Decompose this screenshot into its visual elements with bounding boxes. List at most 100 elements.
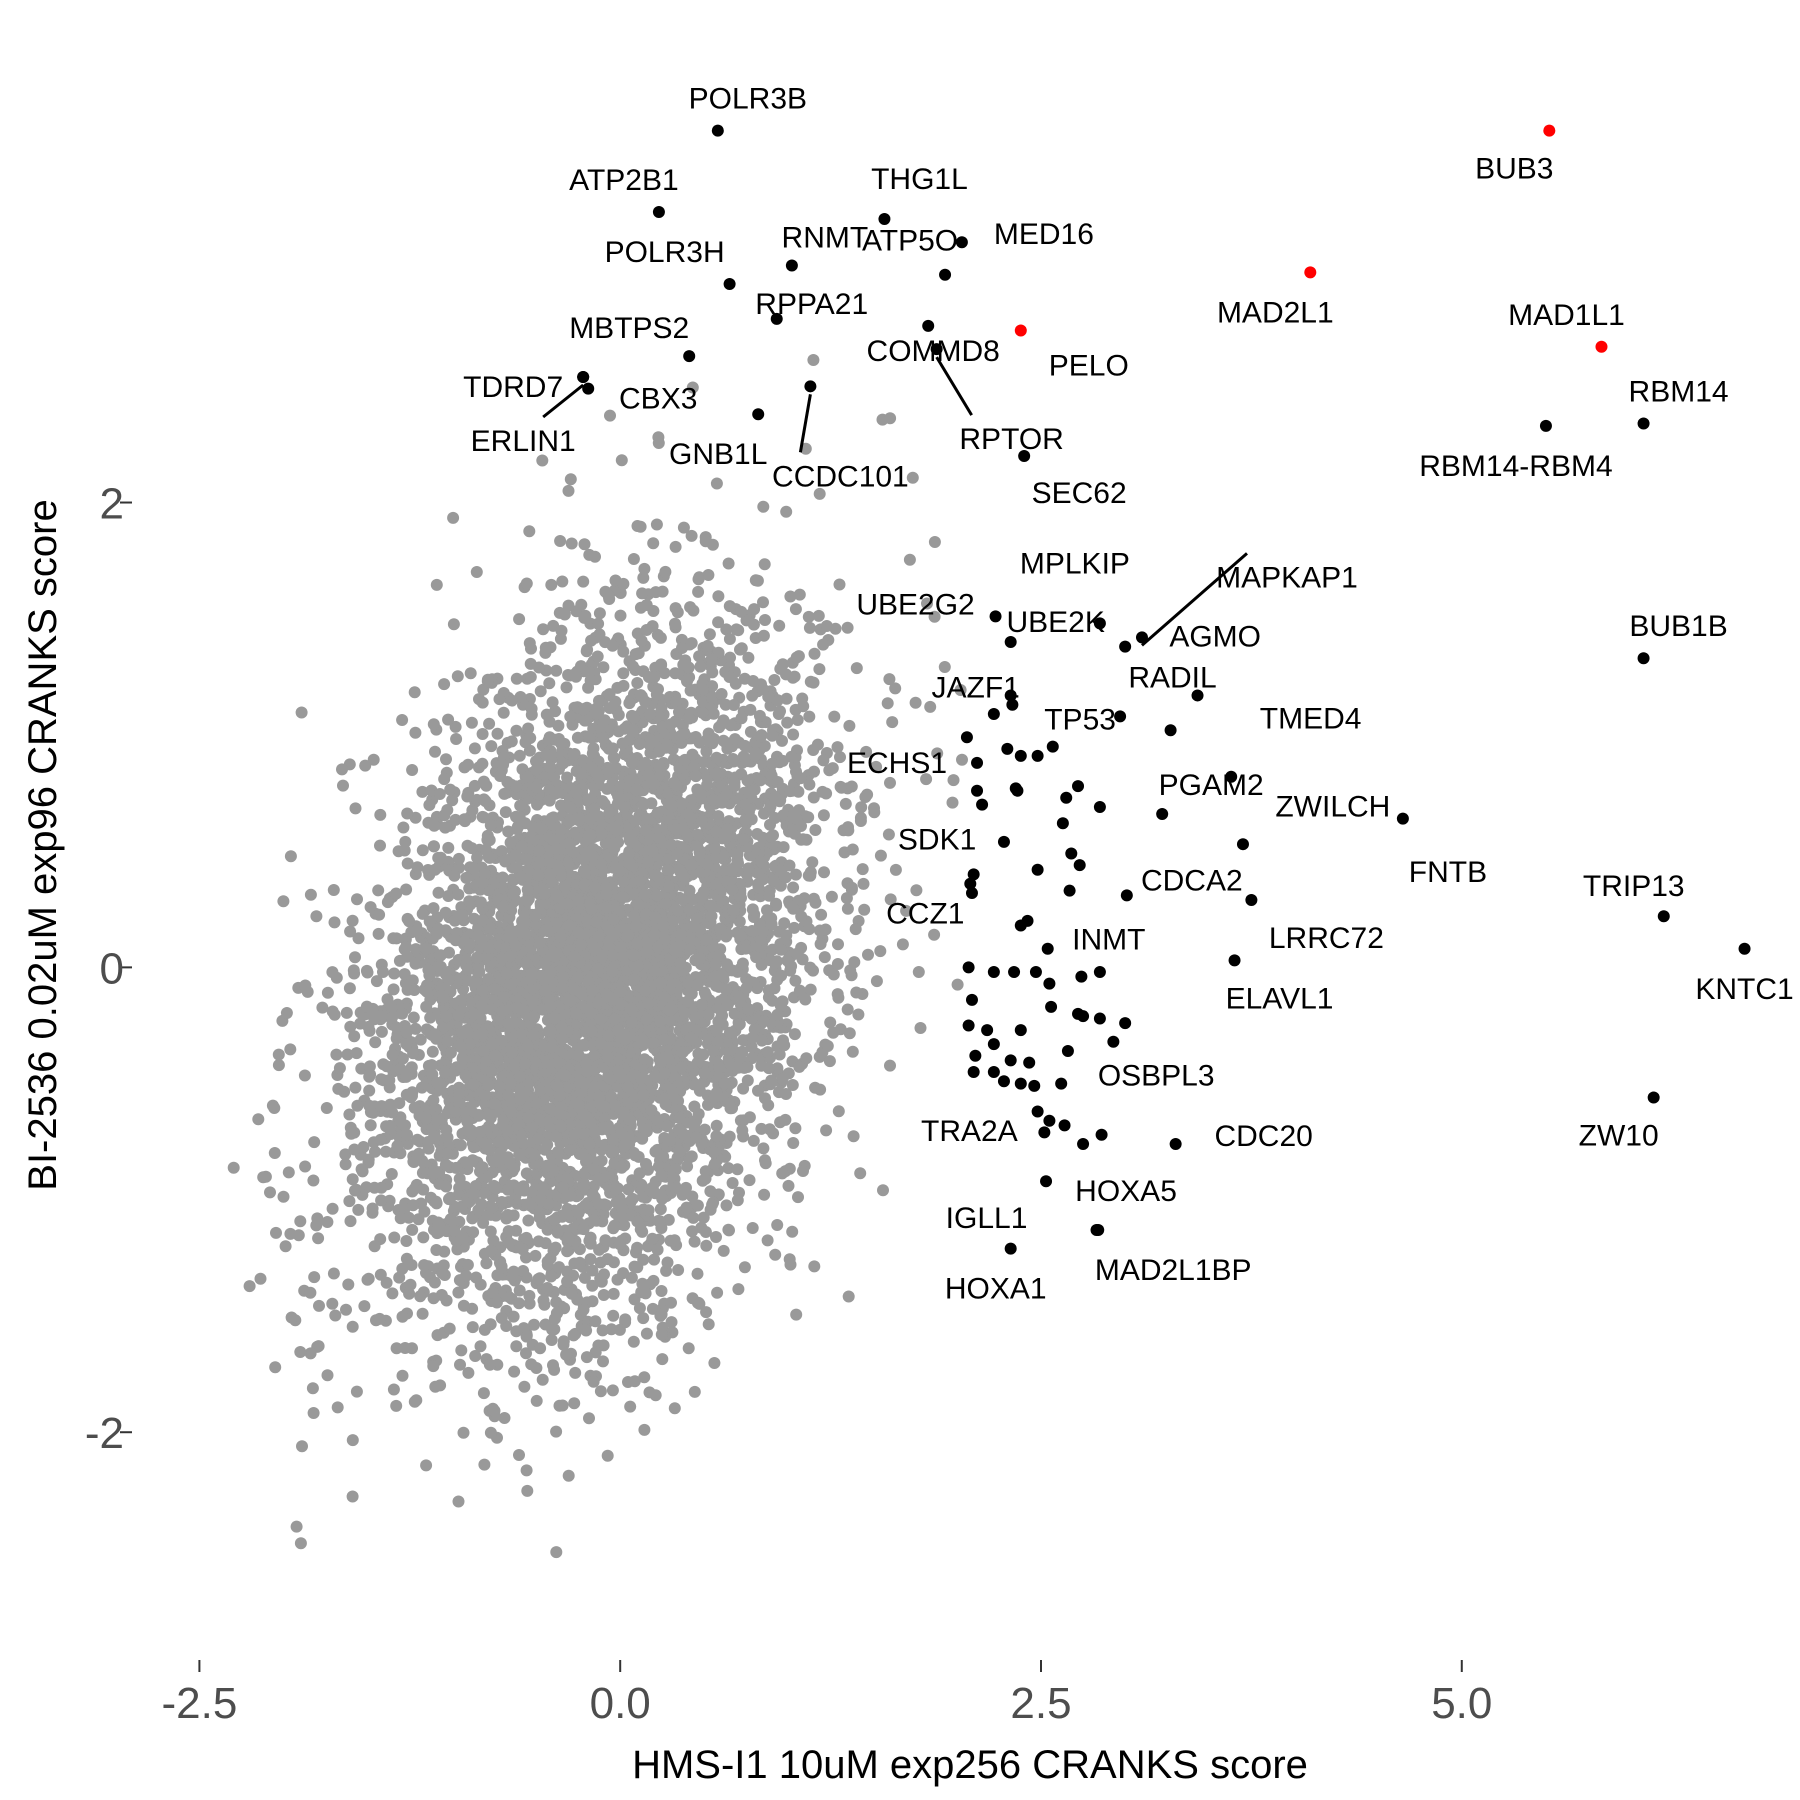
background-point — [277, 1190, 290, 1203]
background-point — [803, 621, 816, 634]
background-point — [862, 948, 874, 961]
background-point — [508, 1365, 521, 1378]
background-point — [889, 682, 902, 695]
background-point — [340, 1006, 353, 1019]
background-point — [447, 511, 460, 524]
background-point — [700, 1239, 713, 1252]
background-point — [614, 609, 627, 622]
background-point — [373, 908, 386, 921]
background-point — [770, 899, 783, 912]
background-point — [520, 1231, 533, 1244]
background-point — [575, 598, 588, 611]
background-point — [412, 1213, 425, 1226]
background-point — [787, 881, 800, 894]
background-point — [697, 1211, 710, 1224]
background-point — [420, 943, 433, 956]
background-point — [652, 1214, 665, 1227]
background-point — [536, 454, 549, 467]
background-point — [842, 821, 854, 834]
background-point — [461, 1115, 474, 1128]
background-point — [931, 747, 944, 760]
background-point — [737, 1082, 750, 1095]
background-points — [227, 354, 968, 1559]
background-point — [510, 724, 523, 737]
background-point — [625, 1271, 638, 1284]
background-point — [691, 1267, 704, 1280]
background-point — [390, 887, 403, 900]
background-point — [773, 1086, 785, 1099]
background-point — [652, 437, 665, 449]
background-point — [549, 1241, 562, 1254]
background-point — [633, 1302, 646, 1315]
background-point — [617, 645, 630, 658]
background-point — [546, 1323, 559, 1336]
background-point — [688, 1385, 701, 1398]
background-point — [343, 1195, 356, 1208]
background-point — [440, 753, 452, 766]
background-point — [268, 1102, 281, 1114]
background-point — [759, 614, 771, 626]
background-point — [543, 857, 556, 870]
background-point — [597, 1355, 609, 1368]
background-point — [769, 1248, 782, 1261]
background-point — [484, 1225, 497, 1238]
background-point — [562, 859, 575, 871]
background-point — [626, 723, 639, 736]
background-point — [480, 1054, 493, 1067]
background-point — [593, 694, 605, 707]
background-point — [767, 874, 780, 887]
background-point — [470, 1271, 483, 1284]
background-point — [771, 1062, 784, 1075]
background-point — [682, 977, 695, 990]
background-point — [723, 1057, 736, 1070]
background-point — [368, 1181, 381, 1194]
background-point — [346, 1434, 359, 1447]
background-point — [793, 984, 806, 997]
background-point — [524, 671, 537, 683]
background-point — [856, 863, 869, 876]
background-point — [440, 1294, 453, 1307]
background-point — [644, 733, 657, 746]
background-point — [487, 1234, 500, 1247]
background-point — [580, 1351, 593, 1364]
background-point — [912, 966, 925, 978]
background-point — [469, 1350, 482, 1362]
background-point — [684, 601, 697, 614]
background-point — [304, 1347, 317, 1360]
background-point — [290, 1520, 303, 1533]
background-point — [458, 813, 471, 826]
background-point — [510, 672, 523, 685]
background-point — [351, 893, 363, 906]
background-point — [484, 1426, 497, 1439]
background-point — [659, 897, 672, 910]
background-point — [530, 1394, 543, 1407]
background-point — [746, 1222, 759, 1234]
background-point — [465, 716, 478, 729]
background-point — [564, 710, 577, 723]
background-point — [628, 1375, 641, 1388]
background-point — [294, 1537, 307, 1550]
background-point — [363, 1084, 376, 1097]
background-point — [886, 716, 899, 729]
background-point — [428, 1276, 441, 1289]
background-point — [406, 764, 419, 776]
background-point — [284, 1043, 297, 1056]
background-point — [397, 821, 410, 834]
background-point — [780, 692, 793, 705]
background-point — [478, 1187, 491, 1199]
background-point — [818, 951, 831, 964]
background-point — [648, 1253, 661, 1266]
background-point — [416, 907, 429, 920]
background-point — [400, 1088, 413, 1101]
background-point — [524, 657, 537, 670]
background-point — [668, 1180, 681, 1193]
background-point — [472, 1109, 485, 1121]
background-point — [308, 1271, 321, 1284]
background-point — [909, 696, 922, 709]
background-point — [682, 1342, 695, 1355]
background-point — [702, 1008, 715, 1021]
background-point — [680, 1181, 692, 1194]
background-point — [295, 706, 308, 719]
background-point — [726, 1177, 739, 1189]
background-point — [387, 932, 400, 945]
